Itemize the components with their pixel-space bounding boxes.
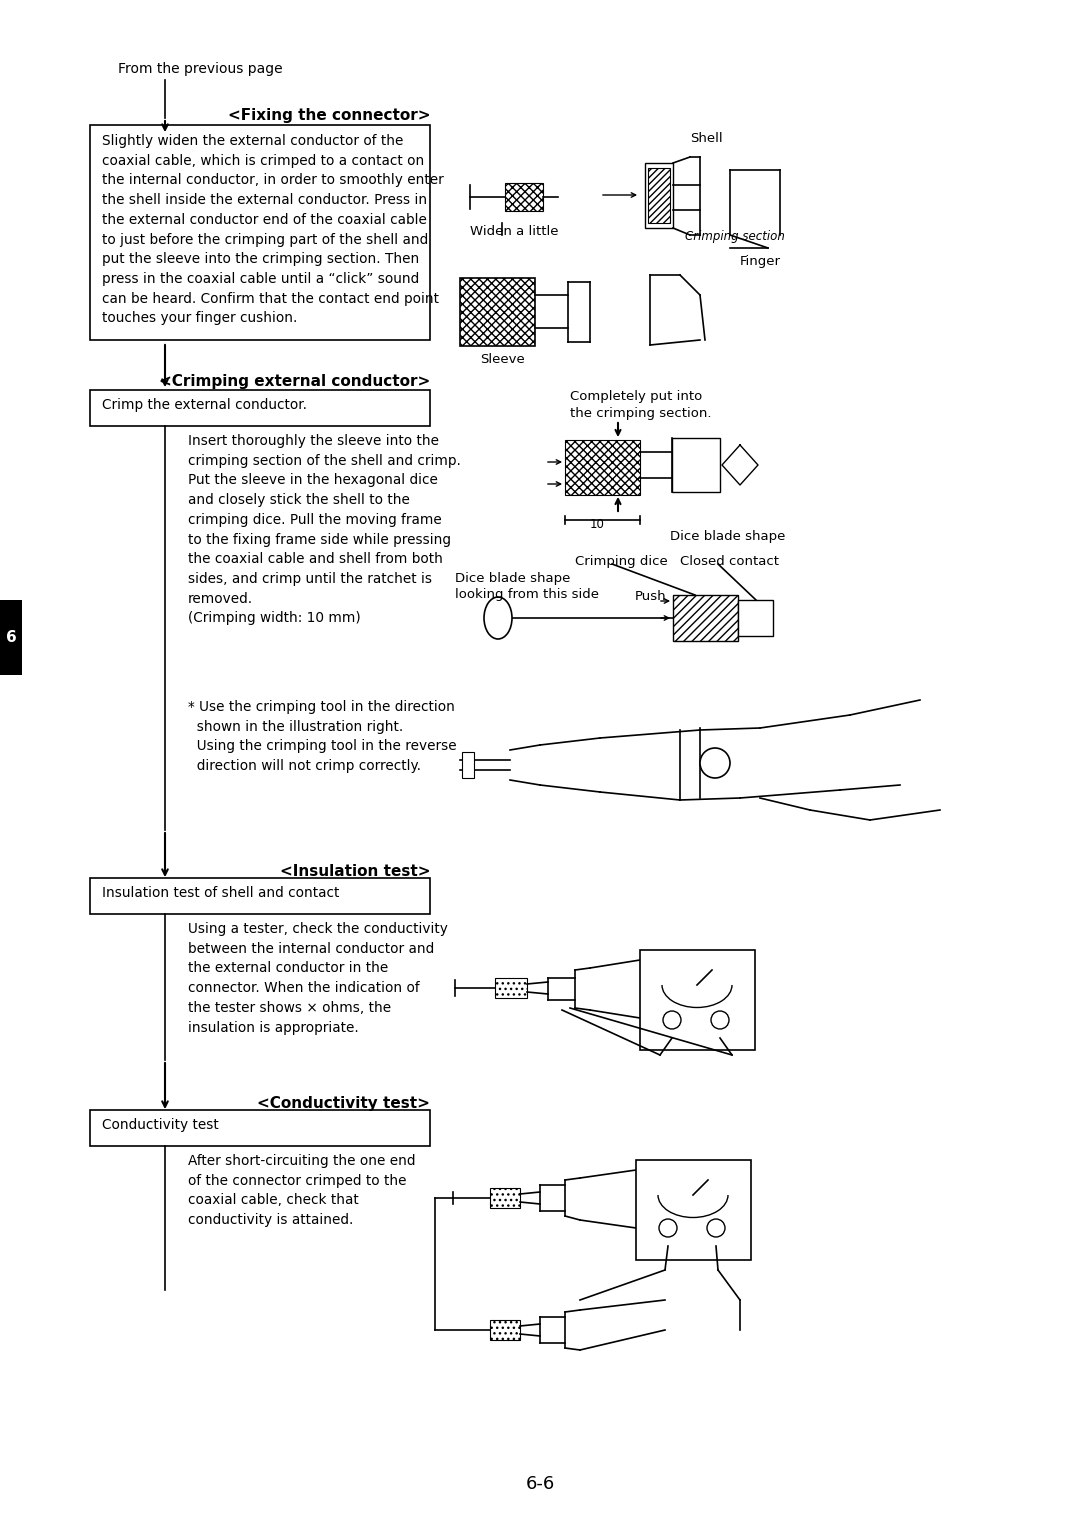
Text: Crimping section: Crimping section <box>685 231 785 243</box>
Text: <Conductivity test>: <Conductivity test> <box>257 1096 430 1111</box>
Text: Dice blade shape
looking from this side: Dice blade shape looking from this side <box>455 571 599 601</box>
Text: * Use the crimping tool in the direction
  shown in the illustration right.
  Us: * Use the crimping tool in the direction… <box>188 700 457 773</box>
Bar <box>648 168 670 223</box>
Bar <box>0 601 22 675</box>
Bar <box>495 978 527 998</box>
Text: Using a tester, check the conductivity
between the internal conductor and
the ex: Using a tester, check the conductivity b… <box>188 921 448 1034</box>
Circle shape <box>700 749 730 778</box>
Text: Closed contact: Closed contact <box>680 555 779 568</box>
Bar <box>672 439 720 492</box>
Bar <box>460 278 535 345</box>
Bar <box>636 1160 751 1261</box>
Text: Insert thoroughly the sleeve into the
crimping section of the shell and crimp.
P: Insert thoroughly the sleeve into the cr… <box>188 434 461 625</box>
Text: Insulation test of shell and contact: Insulation test of shell and contact <box>102 886 339 900</box>
Bar <box>673 594 738 642</box>
Bar <box>90 1109 430 1146</box>
Text: Shell: Shell <box>690 131 723 145</box>
Text: <Fixing the connector>: <Fixing the connector> <box>228 108 430 122</box>
Bar <box>645 163 673 228</box>
Bar <box>90 390 430 426</box>
Text: Sleeve: Sleeve <box>480 353 525 367</box>
Text: <Insulation test>: <Insulation test> <box>280 863 430 879</box>
Text: Dice blade shape: Dice blade shape <box>670 530 785 542</box>
Bar <box>490 1320 519 1340</box>
Text: After short-circuiting the one end
of the connector crimped to the
coaxial cable: After short-circuiting the one end of th… <box>188 1154 416 1227</box>
Circle shape <box>711 1012 729 1028</box>
Bar <box>90 879 430 914</box>
Bar <box>90 125 430 341</box>
Bar <box>505 183 543 211</box>
Circle shape <box>659 1219 677 1238</box>
Text: Crimp the external conductor.: Crimp the external conductor. <box>102 397 307 413</box>
Text: From the previous page: From the previous page <box>118 63 283 76</box>
Text: Slightly widen the external conductor of the
coaxial cable, which is crimped to : Slightly widen the external conductor of… <box>102 134 444 325</box>
Ellipse shape <box>484 597 512 639</box>
Text: 6-6: 6-6 <box>525 1475 555 1493</box>
Bar <box>462 752 474 778</box>
Bar <box>738 601 773 636</box>
Text: Finger: Finger <box>740 255 781 267</box>
Text: <Crimping external conductor>: <Crimping external conductor> <box>159 374 430 390</box>
Text: 6: 6 <box>5 630 16 645</box>
Bar <box>565 440 640 495</box>
Text: Conductivity test: Conductivity test <box>102 1118 219 1132</box>
Circle shape <box>663 1012 681 1028</box>
Bar <box>640 950 755 1050</box>
Text: Crimping dice: Crimping dice <box>575 555 667 568</box>
Text: Completely put into
the crimping section.: Completely put into the crimping section… <box>570 390 712 420</box>
Text: Push: Push <box>635 590 666 604</box>
Bar <box>490 1187 519 1209</box>
Text: Widen a little: Widen a little <box>470 225 558 238</box>
Text: 10: 10 <box>590 518 605 532</box>
Circle shape <box>707 1219 725 1238</box>
